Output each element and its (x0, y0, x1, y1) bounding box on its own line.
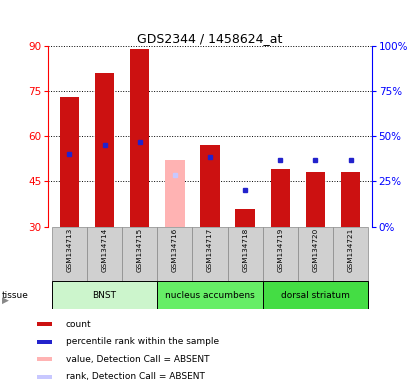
Bar (37, 375, 52, 379)
Text: dorsal striatum: dorsal striatum (281, 291, 350, 300)
Bar (165, 161, 184, 227)
Bar (341, 172, 360, 227)
Bar (52, 227, 87, 282)
Text: rank, Detection Call = ABSENT: rank, Detection Call = ABSENT (66, 372, 205, 381)
Bar (37, 357, 52, 361)
Text: GSM134720: GSM134720 (312, 228, 318, 273)
Bar (228, 227, 263, 282)
Bar (306, 172, 325, 227)
Bar (157, 281, 263, 309)
Bar (87, 227, 122, 282)
Text: GSM134716: GSM134716 (172, 228, 178, 273)
Text: tissue: tissue (2, 291, 29, 300)
Bar (37, 340, 52, 344)
Bar (263, 227, 298, 282)
Bar (52, 281, 157, 309)
Bar (333, 227, 368, 282)
Bar (263, 281, 368, 309)
Text: GSM134718: GSM134718 (242, 228, 248, 273)
Bar (270, 169, 290, 227)
Text: value, Detection Call = ABSENT: value, Detection Call = ABSENT (66, 355, 209, 364)
Bar (157, 227, 192, 282)
Text: GSM134713: GSM134713 (66, 228, 72, 273)
Title: GDS2344 / 1458624_at: GDS2344 / 1458624_at (137, 32, 283, 45)
Bar (130, 49, 150, 227)
Text: BNST: BNST (92, 291, 116, 300)
Text: GSM134714: GSM134714 (102, 228, 108, 273)
Bar (122, 227, 157, 282)
Text: ▶: ▶ (2, 296, 9, 305)
Bar (200, 146, 220, 227)
Text: GSM134721: GSM134721 (348, 228, 354, 273)
Bar (37, 322, 52, 326)
Text: count: count (66, 319, 92, 329)
Text: GSM134717: GSM134717 (207, 228, 213, 273)
Bar (298, 227, 333, 282)
Text: GSM134719: GSM134719 (277, 228, 284, 273)
Bar (236, 209, 255, 227)
Bar (192, 227, 228, 282)
Text: percentile rank within the sample: percentile rank within the sample (66, 337, 219, 346)
Text: nucleus accumbens: nucleus accumbens (165, 291, 255, 300)
Text: GSM134715: GSM134715 (136, 228, 143, 273)
Bar (95, 73, 114, 227)
Bar (60, 97, 79, 227)
